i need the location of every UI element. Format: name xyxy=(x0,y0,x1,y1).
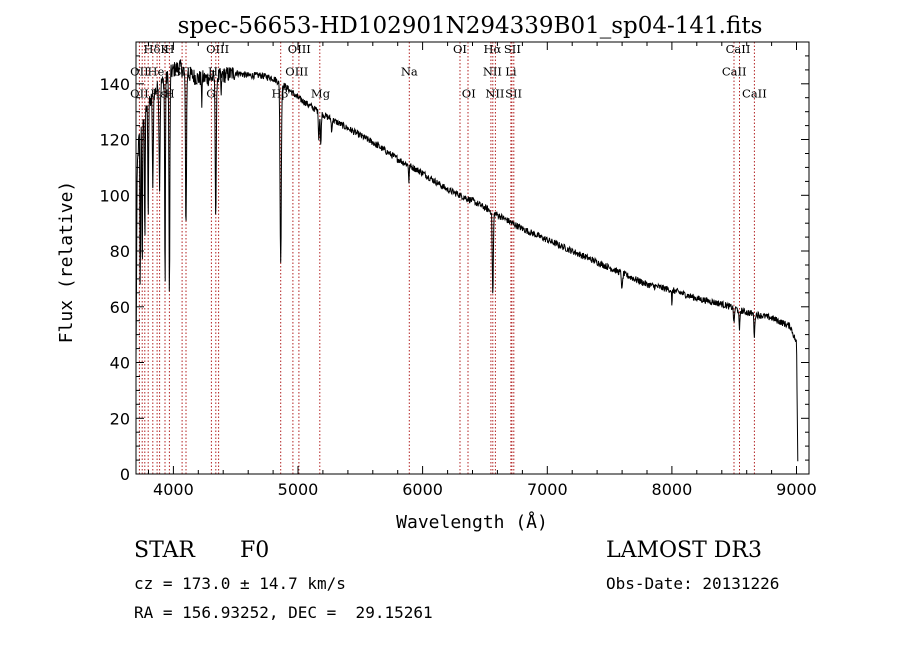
line-label: Na xyxy=(401,64,418,78)
line-label: Li xyxy=(505,64,517,78)
y-tick-label: 120 xyxy=(99,131,130,150)
line-label: OIII xyxy=(288,42,311,56)
line-label: Hα xyxy=(484,42,502,56)
line-label: OII xyxy=(130,87,149,101)
line-label: He xyxy=(147,64,164,78)
line-label: Hβ xyxy=(272,87,289,101)
line-label: CaII xyxy=(742,87,767,101)
line-label: H xyxy=(164,42,174,56)
x-tick-label: 6000 xyxy=(402,480,443,499)
line-label: CaII xyxy=(726,42,751,56)
x-tick-label: 4000 xyxy=(153,480,194,499)
y-tick-label: 100 xyxy=(99,186,130,205)
line-label: OIII xyxy=(285,64,308,78)
line-label: OI xyxy=(462,87,476,101)
object-subclass: F0 xyxy=(240,538,270,563)
y-tick-label: 0 xyxy=(120,465,130,484)
line-label: SII xyxy=(505,87,522,101)
y-tick-label: 140 xyxy=(99,75,130,94)
line-label: NII xyxy=(483,64,502,78)
y-axis: 0 20 40 60 80 100 120 140 xyxy=(99,55,809,484)
line-label: OII xyxy=(130,64,149,78)
line-label: OIII xyxy=(206,42,229,56)
line-label: NII xyxy=(485,87,504,101)
x-tick-label: 9000 xyxy=(776,480,817,499)
x-axis-label: Wavelength (Å) xyxy=(396,511,548,533)
y-tick-label: 40 xyxy=(110,354,130,373)
x-tick-label: 5000 xyxy=(278,480,319,499)
survey-name: LAMOST DR3 xyxy=(606,538,762,563)
coordinates: RA = 156.93252, DEC = 29.15261 xyxy=(134,603,433,622)
x-tick-label: 8000 xyxy=(652,480,693,499)
y-tick-label: 80 xyxy=(110,242,130,261)
obs-date: Obs-Date: 20131226 xyxy=(606,574,780,593)
plot-frame xyxy=(135,41,810,475)
chart-title: spec-56653-HD102901N294339B01_sp04-141.f… xyxy=(178,13,763,39)
object-class: STAR xyxy=(134,538,195,563)
line-label: SII xyxy=(504,42,521,56)
line-label: Mg xyxy=(311,87,331,101)
redshift-readout: cz = 173.0 ± 14.7 km/s xyxy=(134,574,346,593)
y-tick-label: 60 xyxy=(110,298,130,317)
line-label: OI xyxy=(453,42,467,56)
spectrum-series-line xyxy=(135,59,799,462)
line-label: Hδ xyxy=(144,42,161,56)
line-label: K xyxy=(160,42,169,56)
x-tick-label: 7000 xyxy=(527,480,568,499)
x-axis: 4000 5000 6000 7000 8000 9000 xyxy=(148,42,817,499)
reference-lines xyxy=(138,42,755,474)
y-axis-label: Flux (relative) xyxy=(56,181,77,344)
line-label: H xyxy=(165,87,175,101)
line-label: CaII xyxy=(722,64,747,78)
y-tick-label: 20 xyxy=(110,409,130,428)
line-label: G xyxy=(206,87,215,101)
